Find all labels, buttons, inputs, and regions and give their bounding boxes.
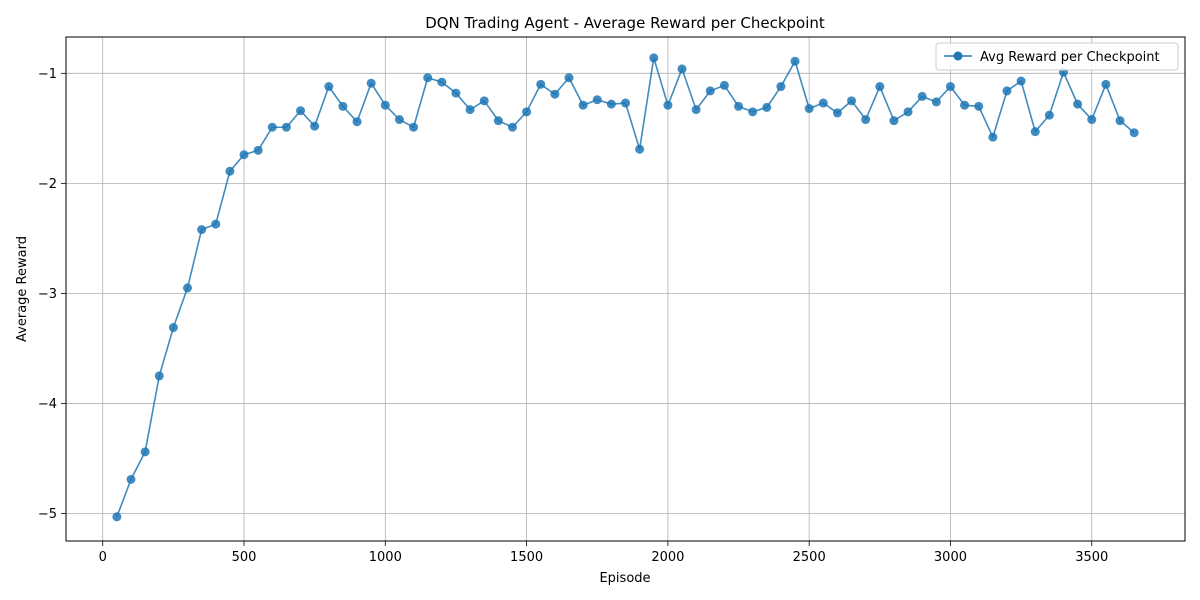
data-point [140, 447, 150, 457]
data-point [211, 219, 221, 229]
x-tick-label: 500 [232, 550, 257, 565]
data-point [818, 98, 828, 108]
data-point [423, 73, 433, 83]
data-point [267, 122, 277, 132]
data-point [1044, 110, 1054, 120]
y-axis: −5 −4 −3 −2 −1 [38, 67, 66, 522]
y-axis-label: Average Reward [15, 236, 30, 342]
data-point [522, 107, 532, 117]
data-point [1129, 128, 1139, 138]
data-point [1002, 86, 1012, 96]
data-point [578, 100, 588, 110]
data-point [719, 80, 729, 90]
data-point [564, 73, 574, 83]
data-point [1101, 79, 1111, 89]
data-point [960, 100, 970, 110]
data-point [1016, 76, 1026, 86]
data-point [437, 77, 447, 87]
x-tick-label: 2000 [651, 550, 684, 565]
data-point [239, 150, 249, 160]
x-tick-label: 1500 [510, 550, 543, 565]
data-point [183, 283, 193, 293]
data-point [465, 105, 475, 115]
data-point [790, 56, 800, 66]
data-point [889, 116, 899, 126]
data-point [903, 107, 913, 117]
data-point [847, 96, 857, 106]
data-point [635, 144, 645, 154]
data-point [734, 101, 744, 111]
data-point [649, 53, 659, 63]
data-point [621, 98, 630, 108]
data-point [1087, 115, 1097, 125]
data-point [409, 122, 419, 132]
data-point [748, 107, 758, 117]
data-point [691, 105, 701, 115]
data-point [507, 122, 517, 132]
data-point [592, 95, 602, 105]
data-point [197, 225, 207, 235]
x-tick-label: 3500 [1075, 550, 1108, 565]
legend-marker [953, 51, 963, 61]
legend-label: Avg Reward per Checkpoint [980, 50, 1160, 65]
data-point [324, 82, 334, 92]
data-point [225, 166, 235, 176]
data-point [1073, 99, 1083, 109]
data-point [550, 89, 560, 99]
x-axis: 0 500 1000 1500 2000 2500 3000 3500 [99, 541, 1108, 565]
data-point [875, 82, 885, 92]
data-point [380, 100, 390, 110]
data-point [338, 101, 348, 111]
x-tick-label: 2500 [793, 550, 826, 565]
data-point [762, 102, 772, 112]
data-point [1030, 127, 1040, 137]
data-point [677, 64, 687, 74]
y-tick-label: −1 [38, 67, 57, 82]
data-point [1115, 116, 1125, 126]
x-axis-label: Episode [599, 571, 650, 586]
x-tick-label: 3000 [934, 550, 967, 565]
data-point [352, 117, 362, 127]
chart-title: DQN Trading Agent - Average Reward per C… [425, 14, 825, 32]
data-point [945, 82, 955, 92]
data-point [366, 78, 376, 88]
series-avg-reward [112, 53, 1139, 522]
data-point [917, 91, 927, 101]
data-point [112, 512, 122, 522]
data-point [705, 86, 715, 96]
data-point [168, 323, 178, 333]
x-tick-label: 0 [99, 550, 107, 565]
y-tick-label: −5 [38, 507, 57, 522]
data-point [974, 101, 984, 111]
data-point [394, 115, 404, 125]
data-point [296, 106, 306, 116]
data-point [536, 79, 546, 89]
data-point [154, 371, 164, 381]
data-point [804, 104, 814, 114]
data-point [479, 96, 489, 106]
plot-frame [65, 36, 1186, 542]
data-point [663, 100, 673, 110]
data-point [606, 99, 616, 109]
data-point [861, 115, 871, 125]
data-point [281, 122, 291, 132]
legend: Avg Reward per Checkpoint [935, 42, 1179, 71]
y-tick-label: −3 [38, 287, 57, 302]
data-point [310, 121, 320, 131]
data-point [776, 82, 786, 92]
x-tick-label: 1000 [369, 550, 402, 565]
grid [66, 37, 1185, 541]
y-tick-label: −2 [38, 177, 57, 192]
data-point [126, 474, 136, 484]
data-point [253, 145, 263, 155]
y-tick-label: −4 [38, 397, 57, 412]
data-point [931, 97, 941, 107]
data-point [493, 116, 503, 126]
legend-box [935, 42, 1179, 71]
data-point [451, 88, 461, 98]
data-point [832, 108, 842, 118]
data-point [988, 132, 998, 142]
